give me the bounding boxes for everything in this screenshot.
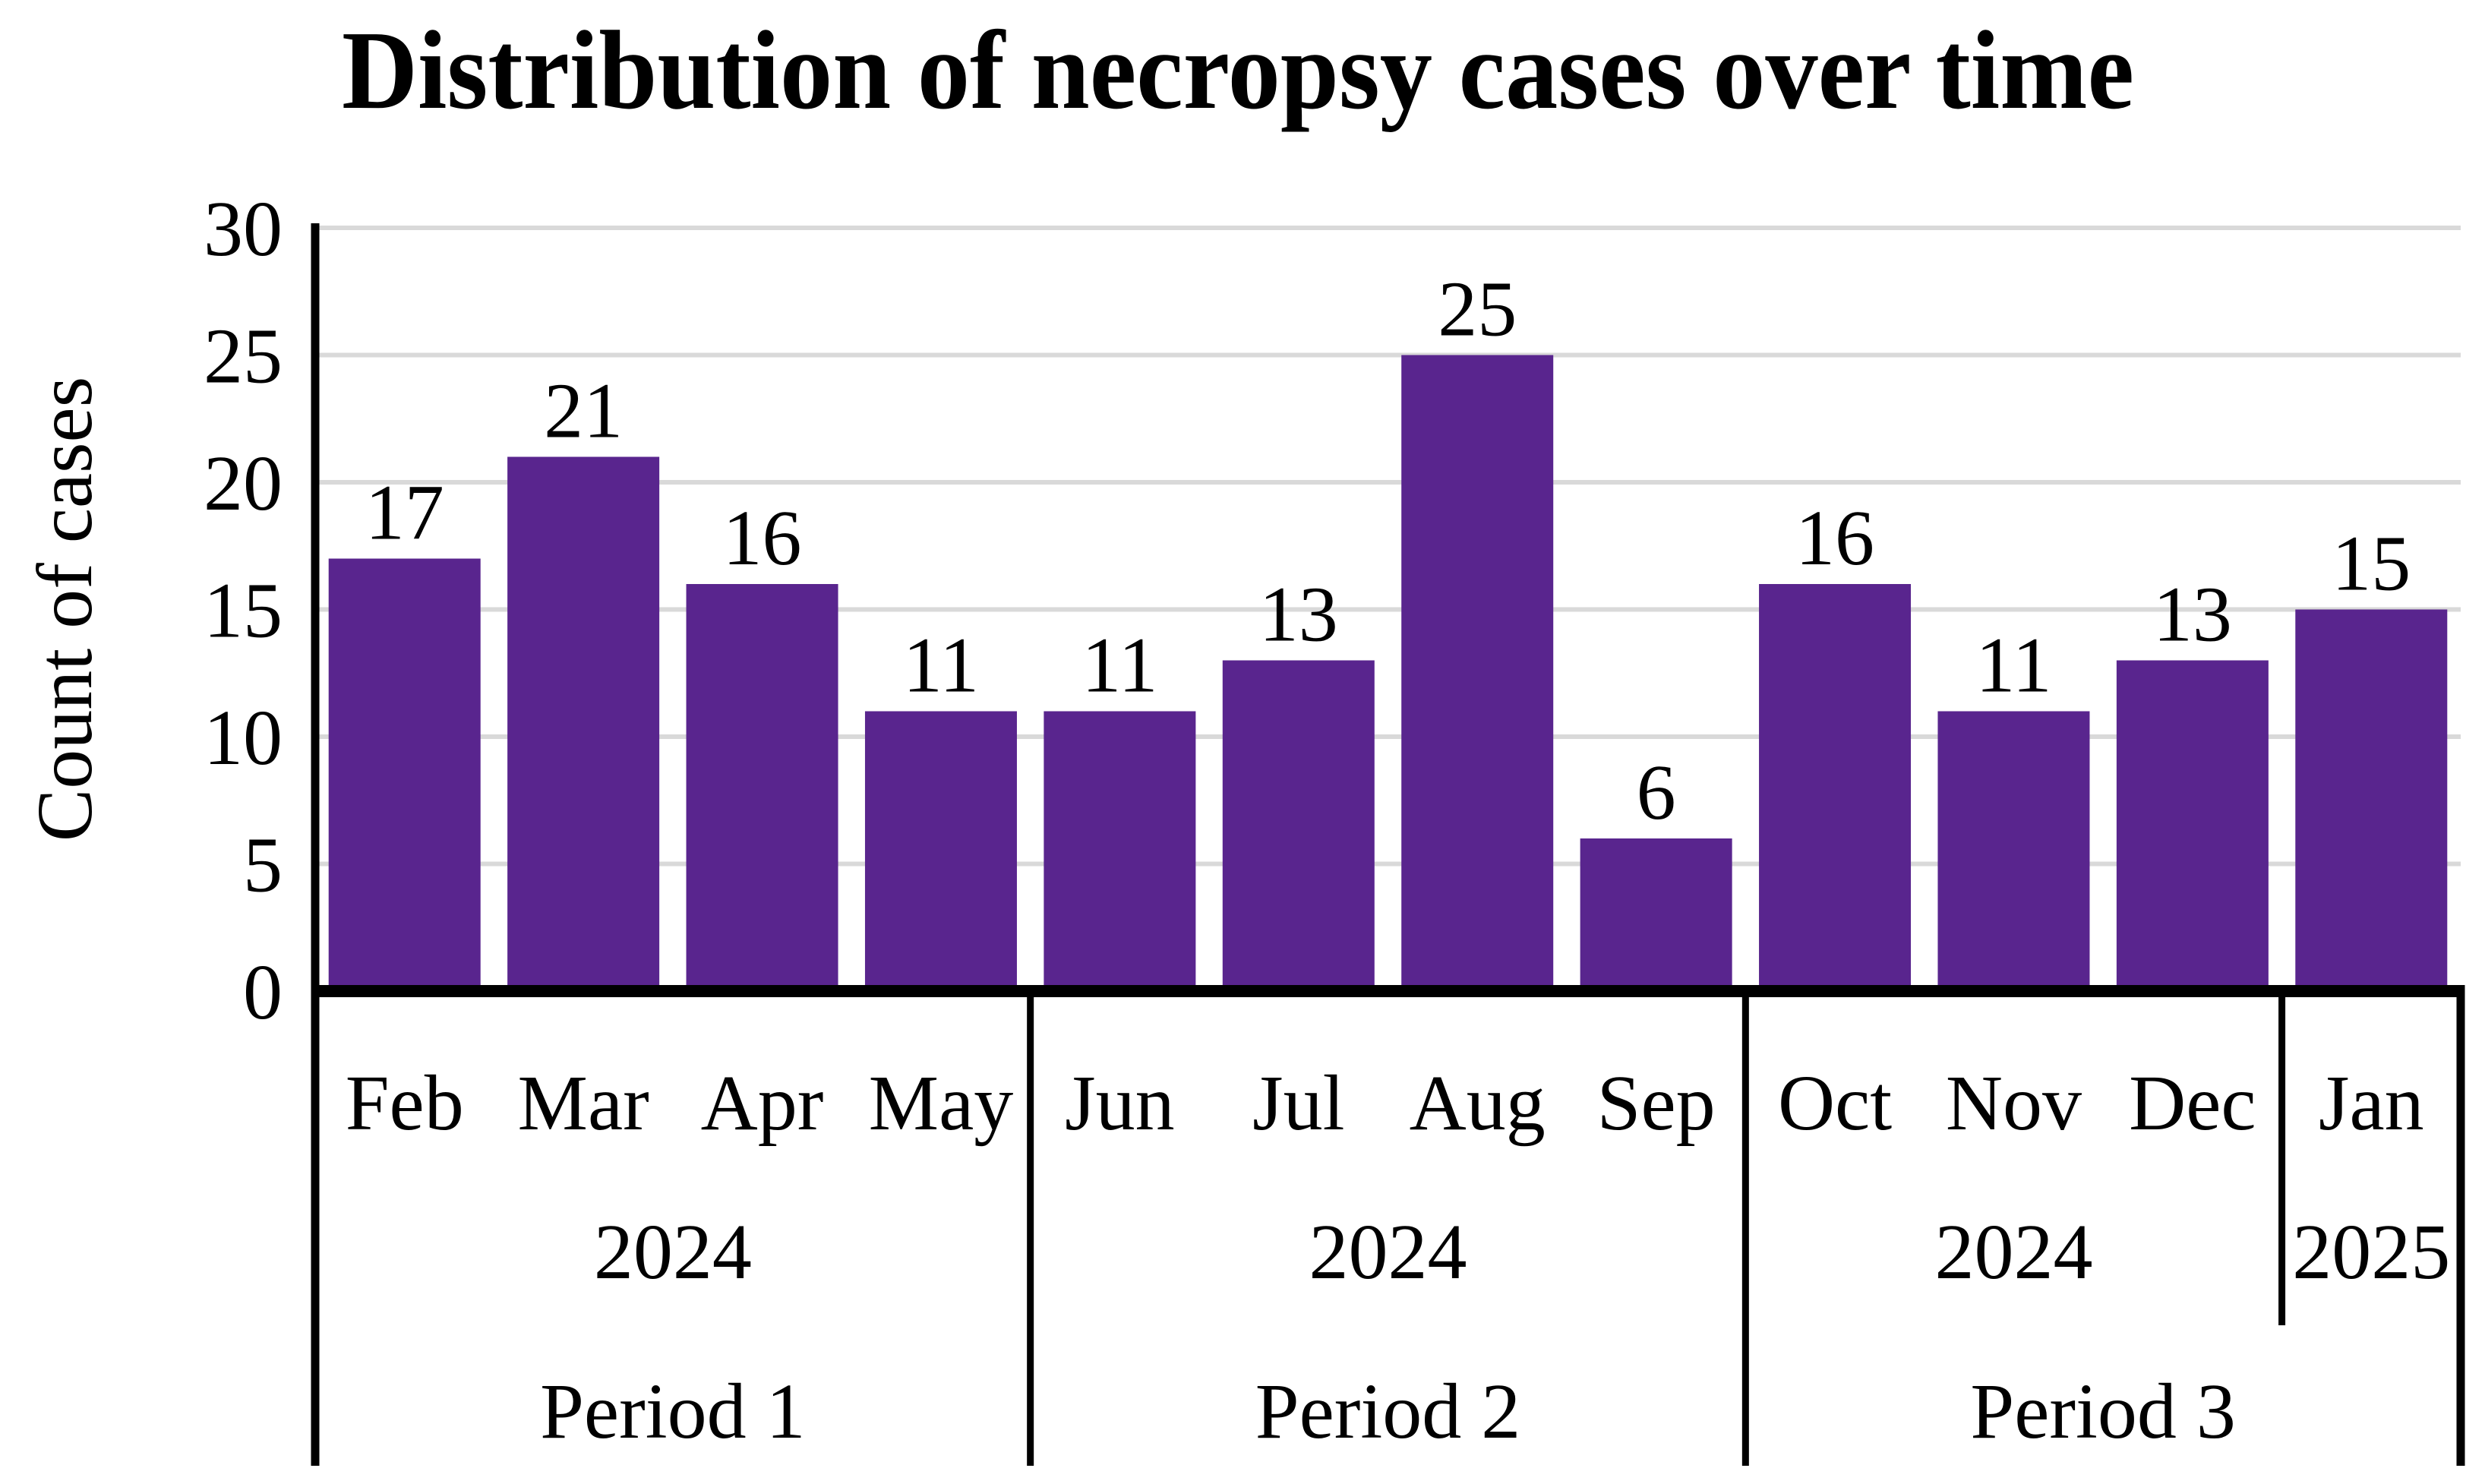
year-label-1: 2024 [1309, 1208, 1467, 1296]
period-label-0: Period 1 [540, 1368, 806, 1455]
y-axis-title: Count of cases [21, 377, 109, 841]
y-axis-line [311, 223, 320, 1466]
x-axis-line [311, 985, 2465, 997]
chart-title: Distribution of necropsy cases over time [342, 8, 2134, 133]
bars [328, 355, 2448, 991]
gridlines [311, 226, 2461, 867]
bar-value-label-feb: 17 [365, 469, 444, 557]
bar-may [864, 711, 1017, 991]
y-tick-label-5: 5 [243, 822, 283, 909]
x-tick-label-jul: Jul [1252, 1059, 1344, 1147]
bar-value-label-dec: 13 [2153, 571, 2232, 658]
axes [311, 223, 2465, 1466]
y-tick-label-10: 10 [204, 694, 283, 781]
y-tick-label-15: 15 [204, 567, 283, 655]
bar-value-label-apr: 16 [723, 494, 802, 582]
bar-jul [1222, 660, 1375, 991]
bar-value-labels: 17 21 16 11 11 13 25 6 16 11 13 15 [365, 266, 2411, 837]
year-label-3: 2025 [2292, 1208, 2450, 1296]
bar-mar [507, 456, 660, 991]
bar-nov [1937, 711, 2090, 991]
bar-value-label-may: 11 [903, 622, 979, 709]
bar-value-label-mar: 21 [544, 368, 623, 455]
bar-value-label-jul: 13 [1259, 571, 1338, 658]
x-tick-label-may: May [869, 1059, 1014, 1147]
x-tick-label-sep: Sep [1597, 1059, 1716, 1147]
bar-value-label-oct: 16 [1795, 494, 1874, 582]
x-tick-label-mar: Mar [517, 1059, 649, 1147]
period-label-1: Period 2 [1255, 1368, 1521, 1455]
period-label-2: Period 3 [1970, 1368, 2236, 1455]
bar-value-label-nov: 11 [1975, 622, 2051, 709]
x-tick-label-dec: Dec [2129, 1059, 2256, 1147]
bar-value-label-aug: 25 [1438, 266, 1517, 353]
bar-value-label-jun: 11 [1081, 622, 1157, 709]
bar-value-label-jan: 15 [2332, 520, 2411, 608]
bar-feb [328, 558, 481, 991]
y-tick-label-25: 25 [204, 313, 283, 400]
bar-sep [1580, 838, 1732, 991]
y-tick-label-20: 20 [204, 440, 283, 527]
year-label-0: 2024 [594, 1208, 752, 1296]
bar-value-label-sep: 6 [1637, 749, 1676, 836]
bar-jan [2295, 609, 2448, 991]
category-axis-table: Feb Mar Apr May Jun Jul Aug Sep Oct Nov Dec Jan 2024… [346, 991, 2465, 1466]
bar-aug [1401, 355, 1554, 991]
x-tick-label-feb: Feb [346, 1059, 464, 1147]
year-label-2: 2024 [1934, 1208, 2092, 1296]
x-tick-label-jun: Jun [1065, 1059, 1174, 1147]
y-tick-label-0: 0 [243, 949, 283, 1036]
y-tick-label-30: 30 [204, 185, 283, 273]
x-tick-label-aug: Aug [1410, 1059, 1546, 1147]
x-tick-label-oct: Oct [1778, 1059, 1892, 1147]
bar-dec [2116, 660, 2269, 991]
year-divider [2278, 991, 2286, 1325]
x-tick-label-nov: Nov [1946, 1059, 2082, 1147]
bar-apr [686, 584, 838, 991]
period-divider [1027, 991, 1034, 1466]
y-tick-labels: 0 5 10 15 20 25 30 [204, 185, 283, 1036]
bar-oct [1759, 584, 1912, 991]
period-divider [2456, 991, 2465, 1466]
bar-jun [1044, 711, 1196, 991]
x-tick-label-apr: Apr [701, 1059, 824, 1147]
x-tick-label-jan: Jan [2319, 1059, 2424, 1147]
period-divider [1741, 991, 1749, 1466]
